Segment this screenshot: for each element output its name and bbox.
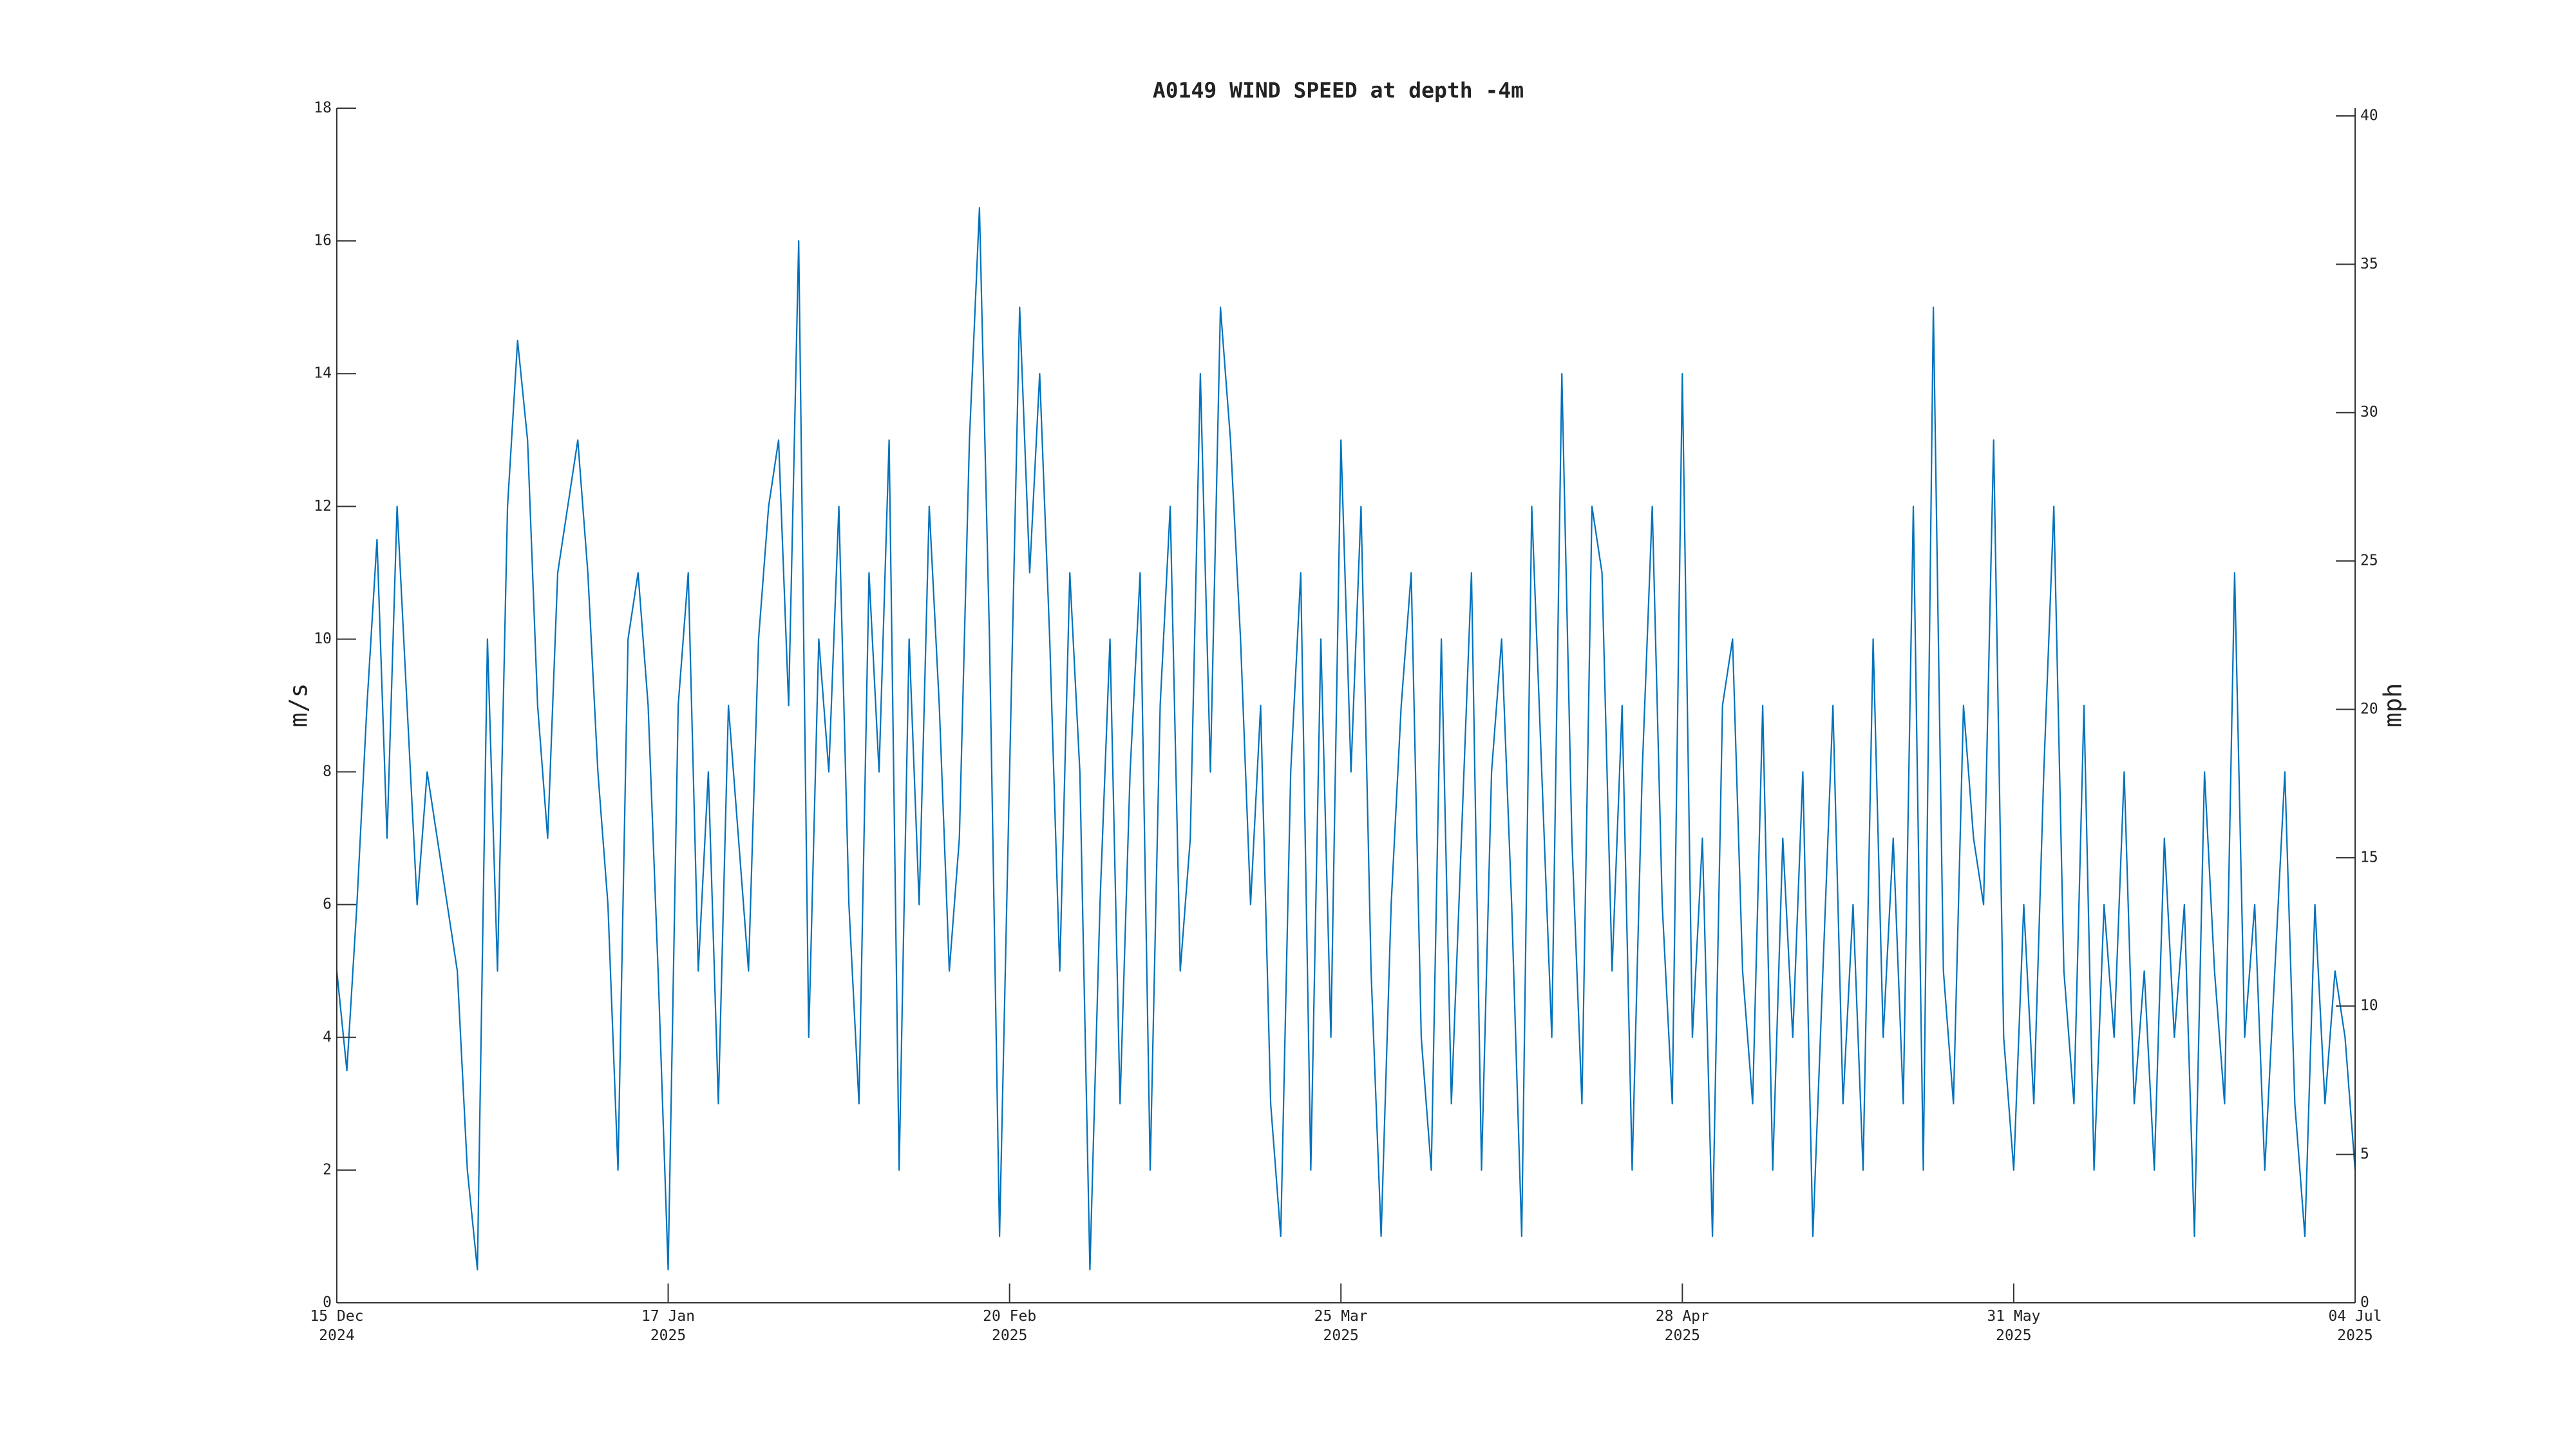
x-tick-label-line: 2025 xyxy=(2337,1327,2372,1344)
x-tick-label-line: 2025 xyxy=(1665,1327,1700,1344)
y2-tick-label: 40 xyxy=(2360,107,2378,124)
y-tick-label: 12 xyxy=(314,498,332,515)
y-tick-label: 0 xyxy=(323,1294,332,1311)
y-axis-label: m/s xyxy=(285,683,313,728)
y2-axis-label: mph xyxy=(2379,683,2407,728)
y2-tick-label: 20 xyxy=(2360,701,2378,717)
y-tick-label: 14 xyxy=(314,365,332,382)
y-tick-label: 6 xyxy=(323,896,332,913)
x-tick-label: 04 Jul 2025 xyxy=(2328,1308,2382,1344)
data-line xyxy=(336,207,2356,1271)
x-tick-label-line: 15 Dec xyxy=(310,1308,363,1325)
x-tick-label: 20 Feb 2025 xyxy=(983,1308,1036,1344)
x-tick-label-line: 2025 xyxy=(1996,1327,2031,1344)
y-tick-label: 18 xyxy=(314,100,332,117)
y2-tick-label: 25 xyxy=(2360,553,2378,569)
x-tick-label: 28 Apr 2025 xyxy=(1656,1308,1709,1344)
x-tick-label-line: 2024 xyxy=(319,1327,354,1344)
x-tick-label: 25 Mar 2025 xyxy=(1314,1308,1368,1344)
x-tick-label: 17 Jan 2025 xyxy=(641,1308,695,1344)
x-tick-label-line: 17 Jan xyxy=(641,1308,695,1325)
x-tick-label-line: 2025 xyxy=(992,1327,1027,1344)
chart-title: A0149 WIND SPEED at depth -4m xyxy=(1153,78,1524,103)
y-tick-label: 10 xyxy=(314,630,332,647)
x-tick-label-line: 2025 xyxy=(1323,1327,1359,1344)
y2-tick-label: 10 xyxy=(2360,998,2378,1014)
x-tick-label-line: 20 Feb xyxy=(983,1308,1036,1325)
x-tick-label: 31 May 2025 xyxy=(1987,1308,2040,1344)
x-tick-label-line: 28 Apr xyxy=(1656,1308,1709,1325)
y-tick-label: 2 xyxy=(323,1161,332,1178)
y-tick-label: 16 xyxy=(314,232,332,249)
x-tick-label-line: 31 May xyxy=(1987,1308,2040,1325)
x-tick-label-line: 04 Jul xyxy=(2328,1308,2382,1325)
y2-tick-label: 15 xyxy=(2360,849,2378,866)
x-tick-label-line: 2025 xyxy=(650,1327,686,1344)
y2-tick-label: 30 xyxy=(2360,404,2378,421)
x-tick-label-line: 25 Mar xyxy=(1314,1308,1368,1325)
x-tick-label: 15 Dec 2024 xyxy=(310,1308,363,1344)
y2-tick-label: 35 xyxy=(2360,256,2378,272)
y-tick-label: 4 xyxy=(323,1028,332,1045)
y-tick-label: 8 xyxy=(323,763,332,780)
y2-tick-label: 0 xyxy=(2360,1294,2369,1311)
y2-tick-label: 5 xyxy=(2360,1146,2369,1162)
